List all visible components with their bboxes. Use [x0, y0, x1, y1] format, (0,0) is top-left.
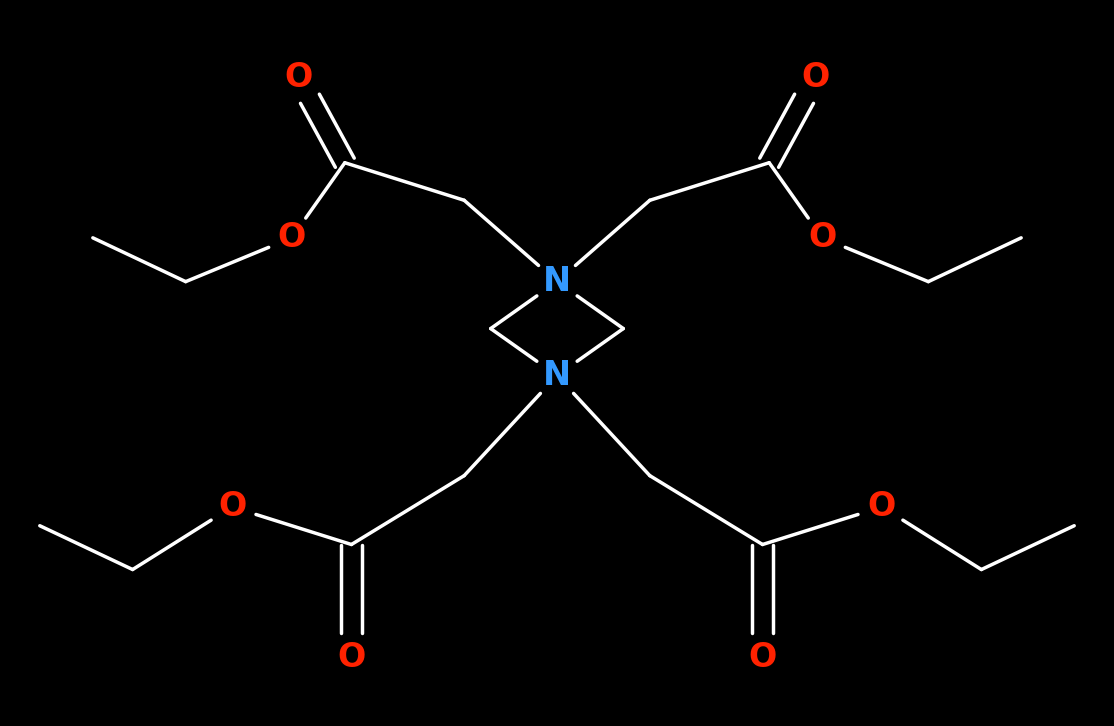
Text: O: O — [868, 491, 896, 523]
Text: N: N — [543, 359, 571, 392]
Text: O: O — [284, 61, 313, 94]
Text: O: O — [801, 61, 830, 94]
Text: O: O — [338, 640, 365, 674]
Text: O: O — [808, 221, 837, 254]
Text: N: N — [543, 265, 571, 298]
Text: O: O — [218, 491, 246, 523]
Text: O: O — [277, 221, 306, 254]
Text: O: O — [749, 640, 776, 674]
